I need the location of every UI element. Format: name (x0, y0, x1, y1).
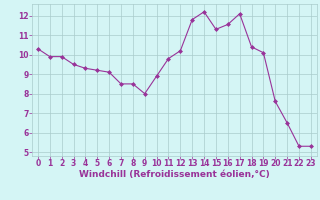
X-axis label: Windchill (Refroidissement éolien,°C): Windchill (Refroidissement éolien,°C) (79, 170, 270, 179)
